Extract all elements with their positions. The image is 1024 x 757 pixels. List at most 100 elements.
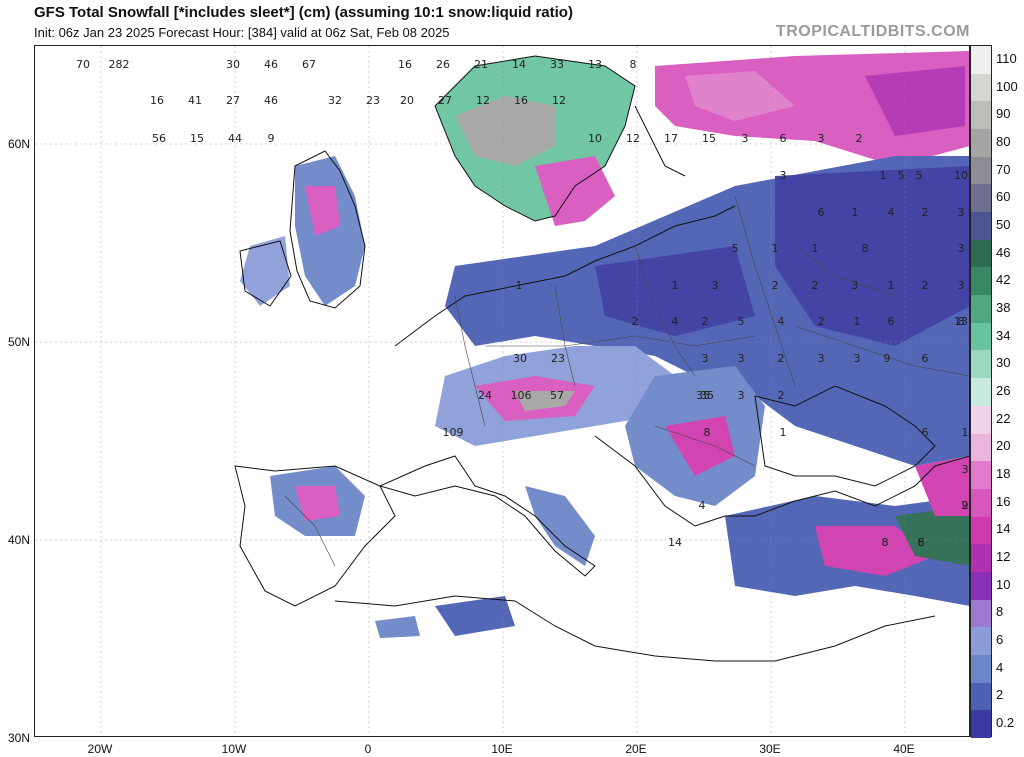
snowfall-value-label: 16: [514, 94, 528, 107]
snowfall-value-label: 14: [512, 58, 526, 71]
colorbar-label: 110: [996, 50, 1017, 66]
colorbar-segment: [971, 156, 991, 185]
colorbar-segment: [971, 378, 991, 407]
colorbar-segment: [971, 239, 991, 268]
snowfall-value-label: 1: [772, 242, 779, 255]
snowfall-value-label: 8: [704, 426, 711, 439]
lon-label-20e: 20E: [625, 742, 647, 756]
graticule: [35, 46, 969, 736]
snowfall-value-label: 3: [962, 463, 969, 476]
snowfall-value-label: 1: [880, 169, 887, 182]
lat-label-50n: 50N: [7, 335, 30, 349]
snowfall-value-label: 3: [712, 279, 719, 292]
snowfall-value-label: 3: [852, 279, 859, 292]
snowfall-value-label: 33: [550, 58, 564, 71]
snowfall-value-label: 9: [962, 499, 969, 512]
snowfall-value-label: 4: [888, 206, 895, 219]
lat-label-60n: 60N: [7, 137, 30, 151]
snowfall-value-label: 15: [702, 132, 716, 145]
snowfall-value-label: 1: [854, 315, 861, 328]
colorbar-segment: [971, 405, 991, 434]
snowfall-value-label: 57: [550, 389, 564, 402]
colorbar-label: 16: [996, 493, 1011, 509]
colorbar-label: 42: [996, 272, 1011, 288]
snowfall-value-label: 9: [884, 352, 891, 365]
snowfall-map[interactable]: 70 282 16 41 27 46 56 15 44 9 30 46 67 16 26 21 14 33 13 8 3…: [34, 45, 970, 737]
snowfall-value-label: 3: [738, 389, 745, 402]
snowfall-value-label: 41: [188, 94, 202, 107]
snowfall-value-label: 12: [552, 94, 566, 107]
snowfall-value-label: 109: [443, 426, 464, 439]
snowfall-value-label: 20: [400, 94, 414, 107]
colorbar-label: 34: [996, 327, 1011, 343]
snowfall-value-label: 35: [700, 389, 714, 402]
colorbar-segment: [971, 322, 991, 351]
snowfall-value-label: 2: [778, 389, 785, 402]
snowfall-value-label: 10: [588, 132, 602, 145]
colorbar-label: 8: [996, 604, 1004, 620]
snowfall-value-label: 23: [366, 94, 380, 107]
snowfall-value-label: 2: [812, 279, 819, 292]
snowfall-value-label: 24: [478, 389, 492, 402]
snowfall-value-label: 3: [780, 169, 787, 182]
snowfall-value-label: 6: [922, 426, 929, 439]
snowfall-value-label: 70: [76, 58, 90, 71]
colorbar-label: 18: [996, 466, 1011, 482]
colorbar-segment: [971, 267, 991, 296]
colorbar-label: 20: [996, 438, 1011, 454]
snowfall-value-label: 3: [742, 132, 749, 145]
snowfall-value-label: 3: [958, 242, 965, 255]
colorbar-segment: [971, 46, 991, 75]
snowfall-value-label: 5: [916, 169, 923, 182]
snowfall-value-label: 21: [474, 58, 488, 71]
snowfall-value-label: 2: [962, 499, 969, 512]
colorbar-segment: [971, 488, 991, 518]
snowfall-value-label: 6: [918, 536, 925, 549]
snowfall-value-label: 23: [551, 352, 565, 365]
caucasus-snow: [915, 456, 969, 516]
snowfall-shading: [240, 51, 969, 638]
snowfall-value-label: 5: [732, 242, 739, 255]
colorbar-label: 2: [996, 687, 1004, 703]
map-subtitle: Init: 06z Jan 23 2025 Forecast Hour: [38…: [34, 25, 450, 40]
snowfall-value-label: 16: [398, 58, 412, 71]
colorbar-segment: [971, 350, 991, 379]
colorbar-label: 12: [996, 549, 1011, 565]
snowfall-value-label: 46: [264, 58, 278, 71]
snowfall-value-label: 8: [862, 242, 869, 255]
colorbar-label: 4: [996, 659, 1004, 675]
colorbar-segment: [971, 710, 991, 739]
snowfall-value-label: 32: [328, 94, 342, 107]
snowfall-value-label: 13: [588, 58, 602, 71]
north-africa-snow: [435, 596, 515, 636]
snowfall-value-label: 2: [778, 352, 785, 365]
colorbar-label: 26: [996, 383, 1011, 398]
colorbar-segment: [971, 682, 991, 711]
colorbar-label: 30: [996, 355, 1011, 371]
snowfall-value-label: 1: [812, 242, 819, 255]
snowfall-value-label: 12: [626, 132, 640, 145]
snowfall-value-label: 26: [436, 58, 450, 71]
snowfall-value-label: 1: [672, 279, 679, 292]
colorbar-label: 38: [996, 299, 1011, 315]
colorbar-label: 46: [996, 244, 1011, 260]
snowfall-value-label: 1: [852, 206, 859, 219]
snowfall-value-label: 30: [513, 352, 527, 365]
snowfall-value-label: 9: [268, 132, 275, 145]
snowfall-value-label: 4: [672, 315, 679, 328]
snowfall-value-label: 6: [922, 352, 929, 365]
coastlines: [234, 55, 969, 662]
snowfall-value-label: 2: [632, 315, 639, 328]
lon-label-10e: 10E: [491, 742, 513, 756]
colorbar-segment: [971, 184, 991, 213]
colorbar-label: 70: [996, 161, 1011, 177]
map-title: GFS Total Snowfall [*includes sleet*] (c…: [34, 4, 573, 21]
snowfall-value-label: 12: [476, 94, 490, 107]
watermark: TROPICALTIDBITS.COM: [775, 23, 970, 40]
snowfall-value-label: 8: [882, 536, 889, 549]
snowfall-value-label: 4: [778, 315, 785, 328]
colorbar-segment: [971, 433, 991, 462]
snowfall-value-label: 8: [630, 58, 637, 71]
snowfall-value-label: 3: [818, 132, 825, 145]
